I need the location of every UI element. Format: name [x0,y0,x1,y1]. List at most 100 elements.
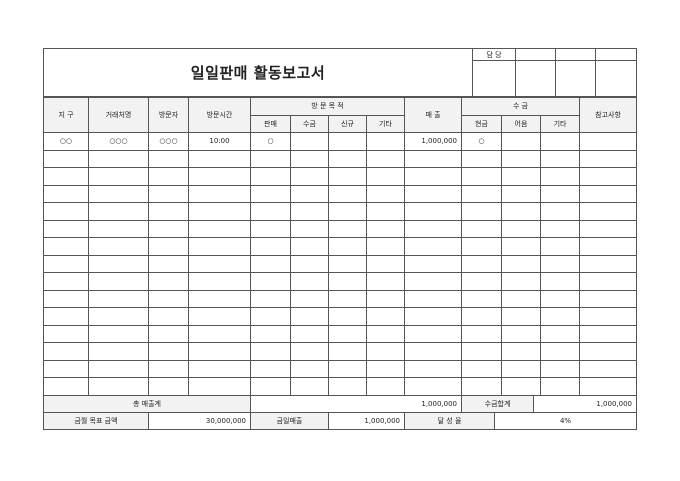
cell-bill[interactable] [501,342,541,361]
approval-cell[interactable] [472,60,516,97]
cell-client[interactable] [88,324,149,343]
cell-etc[interactable] [539,359,581,378]
cell-etc[interactable] [539,289,581,308]
cell-etc[interactable] [539,149,581,168]
cell-sale[interactable]: ○ [250,132,291,151]
cell-district[interactable] [43,237,89,256]
cell-sale[interactable] [250,254,291,273]
cell-sales[interactable] [404,219,462,238]
cell-other[interactable] [366,219,405,238]
cell-visit-time[interactable] [188,307,251,326]
cell-visit-time[interactable] [188,324,251,343]
cell-etc[interactable] [539,254,581,273]
cell-bill[interactable] [501,202,541,221]
cell-client[interactable] [88,272,149,291]
cell-client[interactable] [88,359,149,378]
cell-sale[interactable] [250,219,291,238]
cell-bill[interactable] [501,149,541,168]
cell-cash[interactable]: ○ [461,132,502,151]
cell-etc[interactable] [539,272,581,291]
cell-new[interactable] [328,149,367,168]
cell-sales[interactable] [404,324,462,343]
cell-district[interactable] [43,219,89,238]
cell-collect[interactable] [290,202,329,221]
cell-sales[interactable] [404,167,462,186]
cell-cash[interactable] [461,167,502,186]
cell-district[interactable] [43,202,89,221]
cell-bill[interactable] [501,289,541,308]
cell-bill[interactable] [501,377,541,396]
cell-client[interactable] [88,377,149,396]
approval-cell[interactable] [555,60,596,97]
cell-notes[interactable] [579,307,638,326]
cell-visitor[interactable] [148,324,189,343]
cell-client[interactable] [88,202,149,221]
cell-bill[interactable] [501,219,541,238]
cell-notes[interactable] [579,202,638,221]
cell-visitor[interactable] [148,219,189,238]
cell-collect[interactable] [290,149,329,168]
today-sales-value[interactable]: 1,000,000 [328,412,405,430]
approval-cell[interactable] [595,60,637,97]
cell-new[interactable] [328,342,367,361]
cell-new[interactable] [328,324,367,343]
cell-notes[interactable] [579,167,638,186]
cell-sale[interactable] [250,237,291,256]
cell-visit-time[interactable] [188,202,251,221]
cell-sale[interactable] [250,359,291,378]
cell-new[interactable] [328,237,367,256]
cell-other[interactable] [366,132,405,151]
cell-etc[interactable] [539,324,581,343]
cell-other[interactable] [366,237,405,256]
cell-collect[interactable] [290,167,329,186]
cell-client[interactable] [88,237,149,256]
cell-district[interactable] [43,272,89,291]
cell-notes[interactable] [579,254,638,273]
cell-etc[interactable] [539,219,581,238]
cell-notes[interactable] [579,359,638,378]
cell-sale[interactable] [250,324,291,343]
total-sales-value[interactable]: 1,000,000 [250,395,462,413]
cell-collect[interactable] [290,342,329,361]
cell-etc[interactable] [539,307,581,326]
cell-new[interactable] [328,202,367,221]
cell-bill[interactable] [501,272,541,291]
approval-cell[interactable] [515,60,556,97]
cell-new[interactable] [328,167,367,186]
cell-sale[interactable] [250,167,291,186]
cell-etc[interactable] [539,377,581,396]
cell-district[interactable] [43,342,89,361]
cell-district[interactable]: ○○ [43,132,89,151]
cell-etc[interactable] [539,167,581,186]
cell-cash[interactable] [461,237,502,256]
cell-bill[interactable] [501,132,541,151]
cell-other[interactable] [366,272,405,291]
cell-notes[interactable] [579,342,638,361]
cell-sales[interactable] [404,149,462,168]
cell-new[interactable] [328,254,367,273]
cell-district[interactable] [43,324,89,343]
collection-total-value[interactable]: 1,000,000 [533,395,638,413]
cell-client[interactable]: ○○○ [88,132,149,151]
cell-collect[interactable] [290,254,329,273]
cell-cash[interactable] [461,342,502,361]
cell-visitor[interactable] [148,237,189,256]
monthly-target-value[interactable]: 30,000,000 [148,412,251,430]
cell-client[interactable] [88,254,149,273]
cell-sale[interactable] [250,272,291,291]
cell-sale[interactable] [250,202,291,221]
cell-new[interactable] [328,219,367,238]
cell-collect[interactable] [290,377,329,396]
cell-cash[interactable] [461,324,502,343]
cell-sales[interactable] [404,289,462,308]
cell-other[interactable] [366,377,405,396]
cell-cash[interactable] [461,149,502,168]
cell-visitor[interactable] [148,167,189,186]
cell-visit-time[interactable] [188,377,251,396]
cell-visit-time[interactable] [188,237,251,256]
cell-visit-time[interactable] [188,359,251,378]
cell-new[interactable] [328,307,367,326]
cell-cash[interactable] [461,202,502,221]
cell-new[interactable] [328,377,367,396]
cell-sales[interactable] [404,272,462,291]
